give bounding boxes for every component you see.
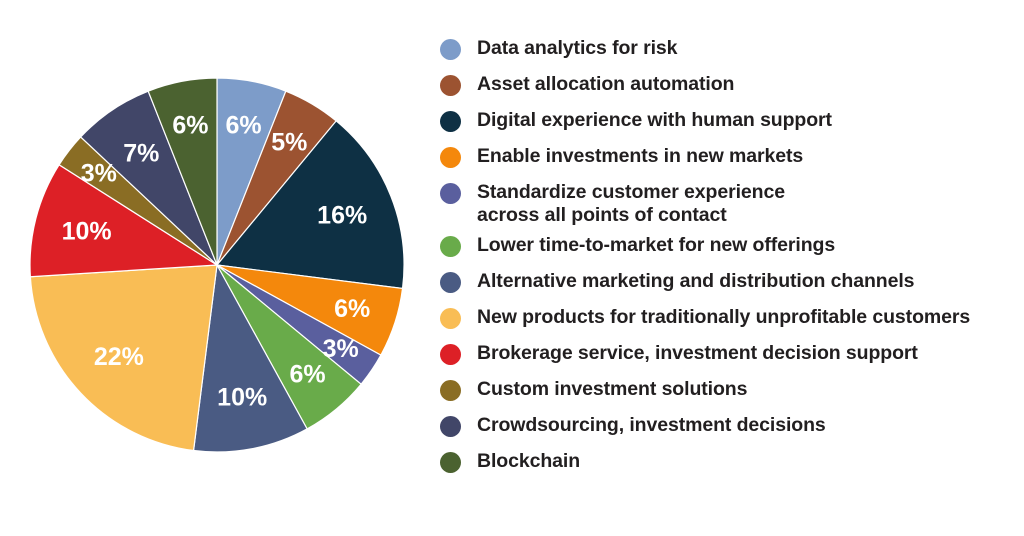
legend-item-label: Crowdsourcing, investment decisions [477,413,826,436]
pie-slice-value-label: 5% [271,129,307,157]
legend-item-label: Lower time-to-market for new offerings [477,233,836,256]
legend-item-label: Brokerage service, investment decision s… [477,341,918,364]
legend-item[interactable]: Brokerage service, investment decision s… [440,341,1024,371]
legend-item[interactable]: Asset allocation automation [440,72,1024,102]
legend-item[interactable]: Enable investments in new markets [440,144,1024,174]
pie-chart-svg: 6%5%16%6%3%6%10%22%10%3%7%6% [29,77,405,453]
legend-item-label: Enable investments in new markets [477,145,804,167]
legend-item-label: Blockchain [477,449,581,472]
chart-legend: Data analytics for risk Asset allocation … [440,36,1024,485]
legend-item-label: Asset allocation automation [477,73,735,95]
pie-slice[interactable] [29,163,219,278]
pie-slice[interactable] [192,263,308,453]
legend-item[interactable]: Blockchain [440,449,1024,479]
legend-color-swatch-icon [440,147,461,168]
pie-slice-value-label: 22% [94,343,144,371]
pie-slice[interactable] [215,120,405,290]
pie-chart-figure: 6% 5% 16% 6% 3% 6% 10% 22% 10% 3% 7% 6% [0,0,440,536]
legend-item-label: Standardize customer experience across a… [477,181,785,226]
legend-item[interactable]: Standardize customer experience across a… [440,180,1024,227]
legend-item[interactable]: Digital experience with human support [440,108,1024,138]
legend-item[interactable]: New products for traditionally unprofita… [440,305,1024,335]
pie-slice-value-label: 6% [334,295,370,323]
legend-color-swatch-icon [440,39,461,60]
legend-item-label: New products for traditionally unprofita… [477,305,971,328]
legend-item-label: Digital experience with human support [477,109,832,131]
pie-slice[interactable] [147,77,218,266]
pie-slice-value-label: 3% [81,159,117,187]
pie-slice-value-label: 6% [172,111,208,139]
legend-color-swatch-icon [440,75,461,96]
legend-item-label: Custom investment solutions [477,377,748,400]
legend-item[interactable]: Custom investment solutions [440,377,1024,407]
pie-slice-value-label: 6% [226,111,262,139]
legend-item[interactable]: Crowdsourcing, investment decisions [440,413,1024,443]
legend-color-swatch-icon [440,111,461,132]
legend-color-swatch-icon [440,415,461,437]
pie-slice-value-label: 10% [217,383,267,411]
legend-item[interactable]: Data analytics for risk [440,36,1024,66]
legend-color-swatch-icon [440,235,461,257]
legend-color-swatch-icon [440,343,461,365]
pie-slice-value-label: 7% [123,140,159,168]
pie-slice[interactable] [29,264,218,452]
pie-slice-value-label: 3% [323,335,359,363]
pie-slice-value-label: 6% [290,361,326,389]
legend-item[interactable]: Alternative marketing and distribution c… [440,269,1024,299]
legend-color-swatch-icon [440,271,461,293]
legend-item[interactable]: Lower time-to-market for new offerings [440,233,1024,263]
pie-slice-value-label: 16% [317,201,367,229]
legend-item-label: Alternative marketing and distribution c… [477,269,915,292]
legend-color-swatch-icon [440,307,461,329]
pie-slice-value-label: 10% [62,218,112,246]
legend-color-swatch-icon [440,379,461,401]
legend-item-label: Data analytics for risk [477,37,678,59]
legend-color-swatch-icon [440,183,461,204]
legend-color-swatch-icon [440,451,461,473]
